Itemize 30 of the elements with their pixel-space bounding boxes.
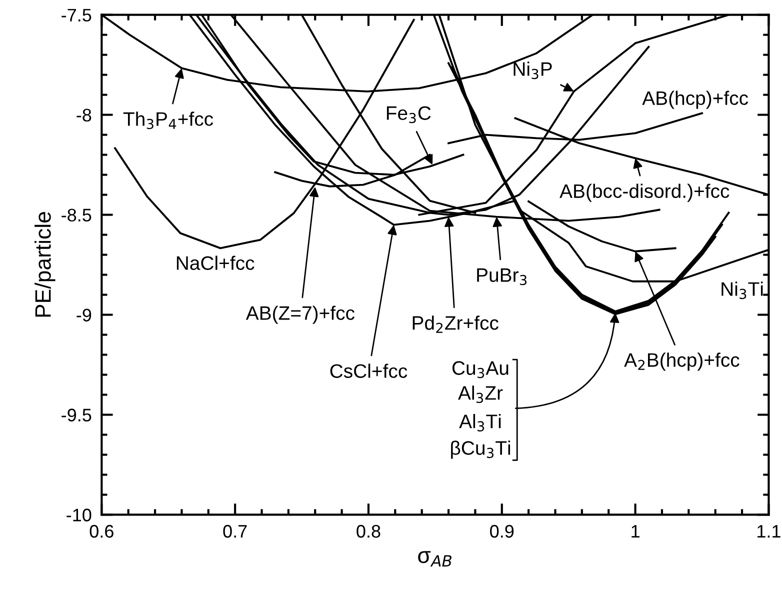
annotation: Al$_{3}$Zr [458, 386, 503, 404]
annotation: NaCl+fcc [176, 256, 254, 270]
annotation: CsCl+fcc [330, 364, 408, 378]
annotation: Cu$_{3}$Au [452, 361, 508, 378]
y-tick-label: -9.5 [62, 408, 92, 422]
x-tick-label: 1 [632, 525, 640, 538]
annotation: AB(hcp)+fcc [642, 90, 748, 109]
x-tick-label: 0.6 [90, 524, 114, 538]
annotation: Ni$_{3}$P [514, 62, 552, 80]
y-tick-label: -8.5 [62, 208, 92, 222]
annotation: Th$_{3}$P$_{4}$+fcc [123, 112, 214, 130]
annotation: Ni$_{3}$Ti [722, 282, 763, 300]
annotation: βCu$_{3}$Ti [451, 440, 510, 459]
annotation: AB(Z=7)+fcc [246, 306, 354, 324]
annotation: Pd$_{2}$Zr+fcc [412, 316, 498, 333]
annotation: PuBr$_{3}$ [477, 268, 527, 286]
y-tick-label: -10 [66, 508, 92, 522]
y-tick-label: -9 [76, 308, 92, 322]
y-axis-title: PE/particle [34, 212, 56, 317]
x-tick-label: 0.9 [490, 524, 514, 538]
y-tick-label: -7.5 [62, 8, 92, 22]
x-tick-label: 0.8 [356, 524, 380, 538]
x-tick-label: 1.1 [758, 525, 780, 538]
x-axis-title: σ$_{AB}$ [418, 551, 452, 567]
annotation: AB(bcc-disord.)+fcc [560, 184, 730, 202]
x-tick-label: 0.7 [223, 524, 247, 538]
annotation: A$_{2}$B(hcp)+fcc [624, 352, 740, 371]
annotation: Al$_{3}$Ti [459, 414, 501, 432]
annotation: Fe$_{3}$C [386, 106, 431, 124]
y-tick-label: -8 [76, 108, 92, 122]
